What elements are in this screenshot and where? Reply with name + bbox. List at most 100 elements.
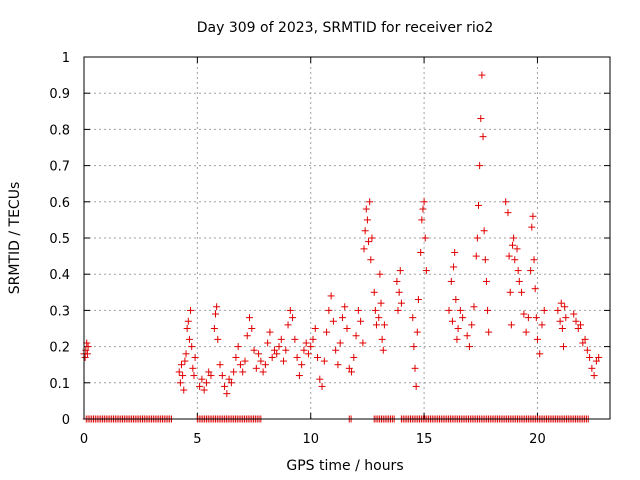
plot-frame: [83, 56, 611, 420]
x-tick-label: 0: [80, 432, 88, 447]
data-point: [255, 350, 263, 358]
y-tick-label: 0.4: [49, 268, 70, 283]
chart-title: Day 309 of 2023, SRMTID for receiver rio…: [197, 20, 494, 36]
data-point: [180, 386, 188, 394]
data-point: [188, 343, 196, 351]
data-point: [300, 346, 308, 354]
data-point: [366, 198, 374, 206]
data-point: [348, 368, 356, 376]
data-point: [485, 328, 493, 336]
data-point: [289, 314, 297, 322]
data-point: [586, 353, 594, 361]
data-point: [529, 212, 537, 220]
data-point: [595, 353, 603, 361]
data-point: [590, 372, 598, 380]
data-point: [266, 328, 274, 336]
data-point: [419, 205, 427, 213]
data-point: [352, 332, 360, 340]
data-point: [414, 296, 422, 304]
data-point: [536, 350, 544, 358]
data-point: [286, 306, 294, 314]
data-point: [176, 379, 184, 387]
data-point: [504, 209, 512, 217]
data-point: [514, 267, 522, 275]
data-point: [556, 317, 564, 325]
data-point: [478, 71, 486, 79]
data-point: [447, 277, 455, 285]
data-point: [323, 328, 331, 336]
y-tick-label: 0.8: [49, 123, 70, 138]
data-point: [309, 335, 317, 343]
data-point: [484, 306, 492, 314]
data-point: [350, 353, 358, 361]
data-point: [196, 382, 204, 390]
data-point: [507, 321, 515, 329]
data-point: [482, 277, 490, 285]
data-point: [445, 306, 453, 314]
data-point: [82, 346, 90, 354]
data-point: [532, 314, 540, 322]
data-point: [557, 299, 565, 307]
data-point: [420, 198, 428, 206]
data-point: [410, 343, 418, 351]
y-tick-label: 0.7: [49, 160, 70, 175]
data-point: [277, 335, 285, 343]
data-point: [412, 382, 420, 390]
data-point: [83, 350, 91, 358]
data-point: [320, 357, 328, 365]
data-point: [502, 198, 510, 206]
data-point: [225, 375, 233, 383]
data-point: [418, 216, 426, 224]
data-point: [212, 310, 219, 318]
data-point: [345, 364, 353, 372]
data-point: [448, 317, 456, 325]
data-point: [268, 353, 276, 361]
data-point: [298, 361, 306, 369]
data-point: [190, 372, 198, 380]
data-point: [216, 361, 224, 369]
data-point: [182, 350, 190, 358]
data-point: [479, 133, 487, 141]
data-point: [531, 285, 539, 293]
data-point: [360, 245, 368, 253]
data-point: [282, 346, 290, 354]
data-point: [511, 256, 519, 264]
data-point: [332, 346, 340, 354]
data-point: [583, 346, 591, 354]
data-point: [413, 328, 421, 336]
data-point: [236, 361, 244, 369]
data-point: [343, 325, 351, 332]
x-tick-label: 15: [416, 432, 433, 447]
data-point: [468, 321, 476, 329]
data-point: [561, 303, 569, 311]
data-point: [227, 379, 235, 387]
data-point: [185, 335, 193, 343]
data-point: [371, 306, 379, 314]
data-point: [270, 346, 278, 354]
data-point: [538, 321, 546, 329]
data-point: [232, 353, 240, 361]
data-point: [505, 252, 513, 260]
data-point: [230, 368, 238, 376]
data-point: [533, 335, 541, 343]
data-point: [261, 361, 269, 369]
data-point: [354, 306, 362, 314]
data-point: [307, 343, 315, 351]
data-point: [291, 335, 299, 343]
data-point: [179, 372, 187, 380]
data-point: [509, 241, 517, 249]
data-point: [472, 252, 480, 260]
data-point: [421, 234, 429, 242]
data-point: [453, 335, 461, 343]
data-point: [205, 368, 213, 376]
data-point: [214, 335, 222, 343]
data-point: [475, 201, 482, 209]
y-tick-label: 0.6: [49, 196, 70, 211]
data-point: [470, 303, 478, 311]
data-point: [372, 321, 380, 329]
data-point: [463, 332, 471, 340]
tick-layer: 00.10.20.30.40.50.60.70.80.910 5 10 15 20: [49, 51, 610, 447]
data-point: [280, 357, 288, 365]
x-axis-label: GPS time / hours: [286, 458, 403, 474]
